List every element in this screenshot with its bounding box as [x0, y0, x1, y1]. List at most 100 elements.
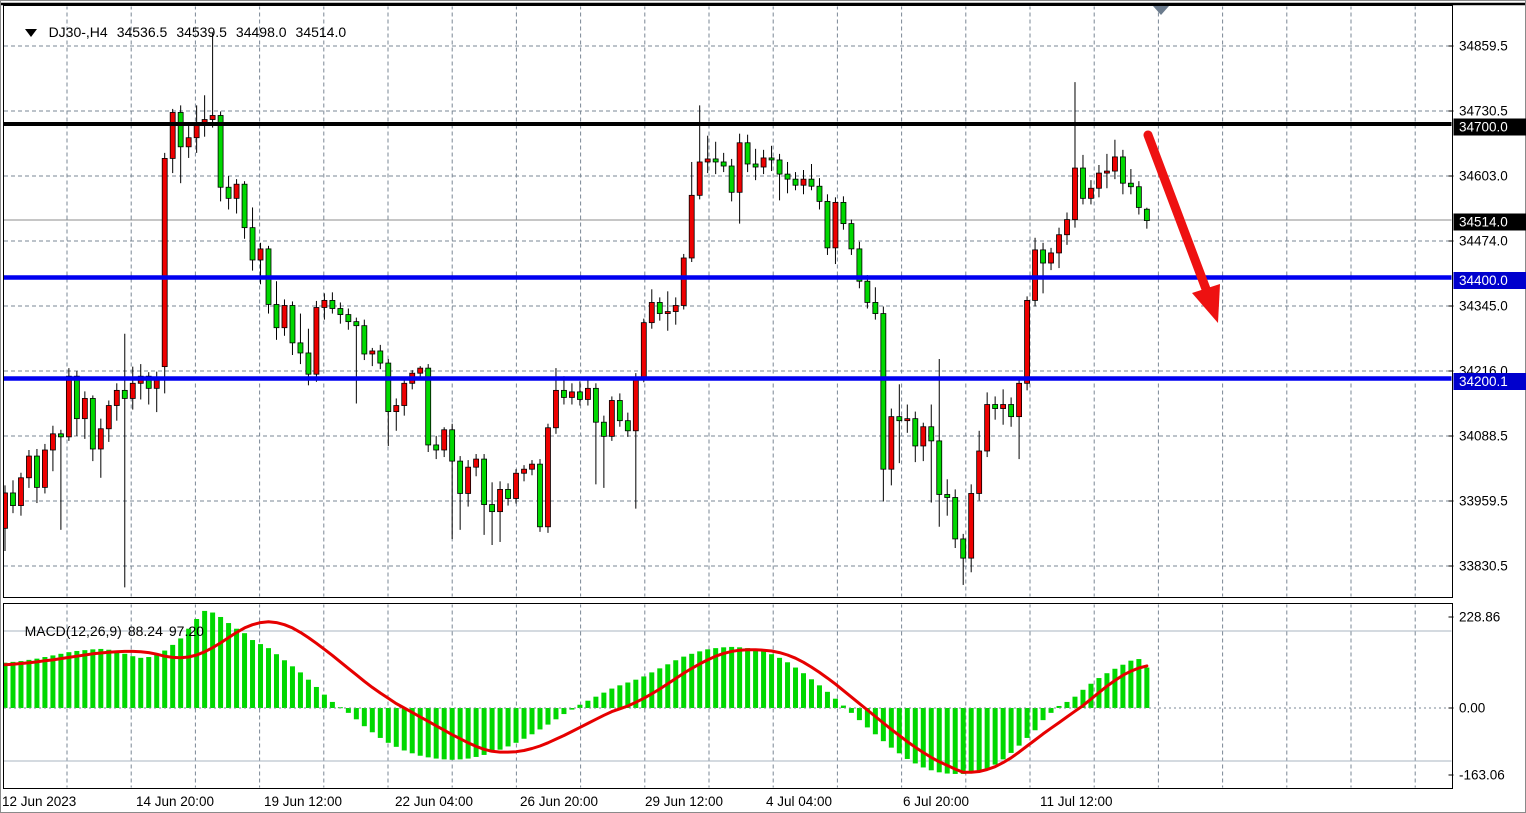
candle	[816, 178, 823, 210]
macd-bar	[393, 708, 399, 747]
candle	[1104, 153, 1110, 189]
candle	[872, 287, 879, 320]
macd-bar	[202, 610, 208, 708]
price-level-badge-text: 34200.1	[1459, 374, 1508, 389]
candle	[616, 393, 623, 427]
macd-bar	[1080, 689, 1086, 708]
candle	[1024, 296, 1030, 391]
candle	[1080, 154, 1086, 205]
price-axis-label: 34859.5	[1459, 39, 1508, 54]
candle	[18, 472, 24, 516]
macd-bar	[641, 676, 647, 708]
candle	[241, 181, 248, 239]
trend-arrow-annotation[interactable]	[1143, 130, 1220, 323]
candle	[337, 302, 344, 324]
candle	[608, 396, 615, 441]
candle	[920, 422, 927, 462]
candle	[513, 469, 519, 504]
candle	[537, 459, 543, 532]
candle	[50, 425, 56, 472]
macd-bar	[1000, 708, 1006, 760]
candle	[529, 460, 535, 476]
macd-bar	[920, 708, 926, 768]
macd-bar	[753, 649, 759, 708]
macd-bar	[377, 708, 383, 738]
macd-bar	[697, 651, 703, 708]
candle	[401, 379, 408, 416]
price-level-badge-text: 34400.0	[1459, 273, 1508, 288]
macd-value-signal: 97.20	[168, 623, 204, 639]
candle	[377, 344, 384, 370]
candle	[864, 275, 871, 309]
candle	[449, 423, 456, 539]
macd-bar	[824, 691, 830, 708]
macd-bar	[465, 708, 471, 759]
macd-bar	[433, 708, 439, 759]
price-level-badge: 34400.0	[1453, 272, 1526, 289]
macd-bar	[801, 673, 806, 708]
price-axis[interactable]: 34859.534730.534603.034474.034345.034216…	[1448, 39, 1526, 783]
candle	[1120, 149, 1126, 195]
candle	[952, 489, 959, 549]
candle	[505, 483, 511, 506]
candle	[34, 448, 40, 504]
macd-bar	[904, 708, 910, 759]
macd-bar	[234, 628, 240, 708]
macd-bar	[513, 708, 519, 743]
price-panel[interactable]	[0, 6, 1453, 598]
macd-bar	[729, 646, 735, 708]
macd-signal-line	[4, 620, 1149, 774]
candle	[457, 456, 464, 530]
candle	[1096, 164, 1102, 198]
candle	[329, 292, 336, 314]
macd-bar	[992, 708, 998, 765]
macd-bar	[497, 708, 503, 750]
candle	[840, 196, 847, 230]
macd-bar	[721, 647, 727, 708]
candle	[361, 319, 368, 361]
macd-bar	[18, 661, 24, 708]
candle	[1032, 237, 1038, 307]
macd-bar	[1040, 708, 1046, 721]
current-price-badge-text: 34514.0	[1459, 215, 1508, 230]
candle	[992, 396, 999, 420]
macd-bar	[409, 708, 415, 754]
macd-bar	[529, 708, 535, 735]
candle	[26, 449, 32, 488]
time-axis-label: 29 Jun 12:00	[645, 794, 723, 809]
price-axis-label: 33959.5	[1459, 494, 1508, 509]
candle	[944, 479, 951, 516]
candle	[680, 253, 687, 310]
candle	[489, 482, 495, 545]
macd-bar	[777, 657, 783, 708]
candle	[481, 454, 488, 535]
time-axis-label: 11 Jul 12:00	[1040, 794, 1113, 809]
macd-bar	[761, 651, 767, 708]
macd-bar	[345, 708, 351, 713]
candle	[736, 133, 743, 224]
macd-bar	[178, 638, 184, 708]
macd-bar	[289, 666, 295, 708]
time-axis-label: 12 Jun 2023	[2, 794, 76, 809]
candle	[57, 429, 64, 530]
macd-bar	[681, 656, 687, 708]
candle	[1072, 82, 1078, 228]
candle	[856, 241, 863, 289]
macd-bar	[840, 705, 846, 708]
macd-panel[interactable]	[3, 604, 1453, 789]
candle	[169, 108, 176, 174]
macd-bar	[1088, 683, 1094, 708]
time-axis-label: 19 Jun 12:00	[264, 794, 342, 809]
candle	[776, 153, 783, 201]
macd-bar	[361, 708, 367, 727]
time-axis[interactable]: 12 Jun 2023 14 Jun 20:00 19 Jun 12:00 22 Ju…	[2, 794, 1113, 809]
symbol-period-label: DJ30-,H4	[48, 24, 108, 40]
macd-bar	[481, 708, 487, 755]
macd-bar	[617, 685, 623, 708]
candle	[600, 415, 607, 488]
macd-bar	[793, 667, 799, 708]
candle	[984, 392, 991, 458]
candle	[585, 380, 591, 406]
